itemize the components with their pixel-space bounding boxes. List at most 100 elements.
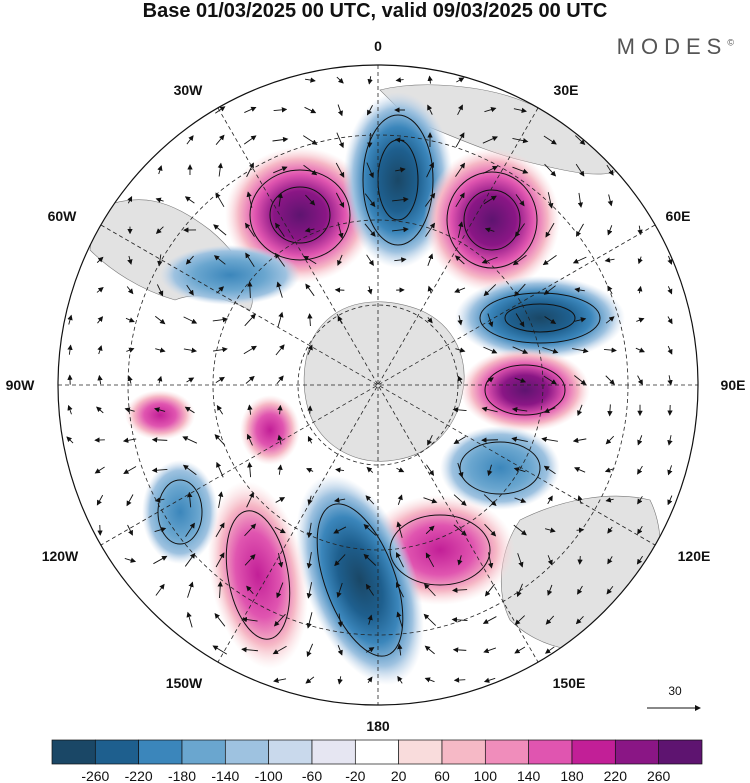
wind-vector-arrow — [155, 315, 166, 325]
wind-vector-arrow — [306, 467, 314, 473]
wind-vector-arrow — [544, 646, 555, 654]
wind-vector-arrow — [392, 226, 409, 233]
wind-vector-arrow — [276, 582, 284, 599]
wind-vector-arrow — [367, 76, 373, 85]
wind-vector-arrow — [457, 555, 463, 566]
wind-vector-arrow — [424, 677, 435, 683]
colorbar-swatch — [614, 739, 660, 765]
wind-vector-arrow — [605, 497, 614, 503]
wind-vector-arrow — [244, 222, 255, 237]
wind-vector-arrow — [215, 192, 225, 208]
wind-vector-arrow — [575, 616, 584, 625]
wind-vector-arrow — [426, 161, 434, 178]
anomaly-positive-140w — [207, 481, 309, 669]
wind-vector-arrow — [183, 316, 198, 324]
wind-vector-arrow — [667, 375, 673, 386]
wind-vector-arrow — [455, 132, 465, 148]
anomaly-positive-40e — [424, 148, 560, 292]
wind-vector-arrow — [577, 404, 583, 417]
wind-vector-arrow — [215, 106, 226, 114]
wind-vector-arrow — [396, 582, 404, 598]
wind-vector-arrow — [606, 164, 614, 176]
colorbar-tick-label: -180 — [168, 768, 196, 783]
wind-vector-arrow — [154, 497, 165, 503]
wind-vector-arrow — [452, 587, 468, 593]
wind-vector-arrow — [515, 194, 525, 207]
wind-vector-arrow — [276, 281, 283, 298]
lon-label-0: 0 — [374, 38, 382, 54]
wind-vector-arrow — [97, 345, 103, 355]
wind-vector-arrow — [397, 494, 403, 505]
wind-vector-arrow — [215, 552, 225, 568]
wind-vector-arrow — [153, 555, 168, 565]
modes-logo-text: MODES — [616, 34, 728, 59]
wind-vector-arrow — [67, 404, 73, 415]
wind-vector-arrow — [366, 647, 375, 653]
wind-vector-arrow — [306, 643, 314, 658]
wind-vector-arrow — [667, 286, 673, 295]
wind-vector-arrow — [604, 257, 615, 263]
colorbar-tick-label: -100 — [255, 768, 283, 783]
wind-vector-arrow — [305, 283, 315, 297]
wind-vector-arrow — [452, 647, 467, 653]
map-title: Base 01/03/2025 00 UTC, valid 09/03/2025… — [142, 0, 608, 22]
colorbar-swatch — [354, 739, 400, 765]
wind-vector-arrow — [637, 435, 643, 446]
wind-vector-arrow — [451, 617, 468, 623]
wind-vector-arrow — [187, 491, 193, 508]
wind-vector-arrow — [427, 317, 433, 324]
wind-vector-arrow — [363, 553, 377, 566]
wind-vector-arrow — [424, 645, 435, 655]
colorbar-tick-label: 180 — [560, 768, 584, 783]
wind-vector-arrow — [154, 527, 167, 533]
wind-vector-arrow — [484, 583, 495, 597]
wind-vector-arrow — [513, 467, 526, 473]
wind-vector-arrow — [453, 436, 466, 445]
colorbar-swatch — [484, 739, 530, 765]
colorbar-swatch — [224, 739, 270, 765]
wind-vector-arrow — [184, 406, 195, 414]
wind-vector-arrow — [67, 314, 73, 325]
wind-vector-arrow — [603, 347, 617, 353]
wind-vector-arrow — [392, 196, 409, 203]
wind-vector-arrow — [277, 553, 284, 568]
wind-vector-arrow — [214, 612, 226, 627]
wind-vector-arrow — [394, 137, 405, 143]
wind-vector-arrow — [186, 377, 195, 383]
wind-vector-arrow — [512, 254, 527, 266]
wind-vector-arrow — [423, 497, 438, 504]
wind-vector-arrow — [187, 581, 194, 598]
wind-vector-arrow — [334, 287, 345, 293]
wind-vector-arrow — [667, 345, 673, 355]
wind-vector-arrow — [154, 407, 166, 413]
wind-vector-arrow — [182, 464, 197, 476]
wind-vector-arrow — [543, 407, 556, 413]
wind-vector-arrow — [151, 437, 168, 443]
lon-label-30w: 30W — [174, 82, 204, 98]
wind-vector-arrow — [246, 491, 254, 508]
lon-label-30e: 30E — [554, 82, 579, 98]
wind-vector-arrow — [637, 285, 643, 294]
wind-vector-arrow — [247, 281, 253, 299]
lon-label-90w: 90W — [6, 377, 36, 393]
copyright-mark: © — [727, 37, 734, 48]
wind-vector-arrow — [517, 553, 524, 568]
lon-label-120w: 120W — [42, 548, 79, 564]
anomaly-positive-90e — [460, 348, 590, 432]
wind-vector-arrow — [217, 581, 223, 599]
wind-vectors — [66, 75, 673, 685]
colorbar-labels: -260 -220 -180 -140 -100 -60 -20 20 60 100 140 180 2… — [81, 768, 670, 783]
wind-vector-arrow — [151, 467, 168, 473]
wind-vector-arrow — [483, 647, 497, 654]
wind-vector-arrow — [547, 584, 553, 596]
wind-vector-arrow — [487, 464, 493, 477]
wind-vector-arrow — [425, 222, 436, 237]
wind-vector-arrow — [572, 256, 587, 264]
wind-vector-arrow — [213, 255, 226, 265]
wind-vector-arrow — [94, 466, 105, 474]
wind-vector-arrow — [516, 583, 523, 598]
wind-vector-arrow — [425, 552, 435, 568]
colorbar-tick-label: -140 — [211, 768, 239, 783]
anomaly-negative-110e — [440, 426, 560, 510]
wind-vector-arrow — [397, 643, 403, 656]
